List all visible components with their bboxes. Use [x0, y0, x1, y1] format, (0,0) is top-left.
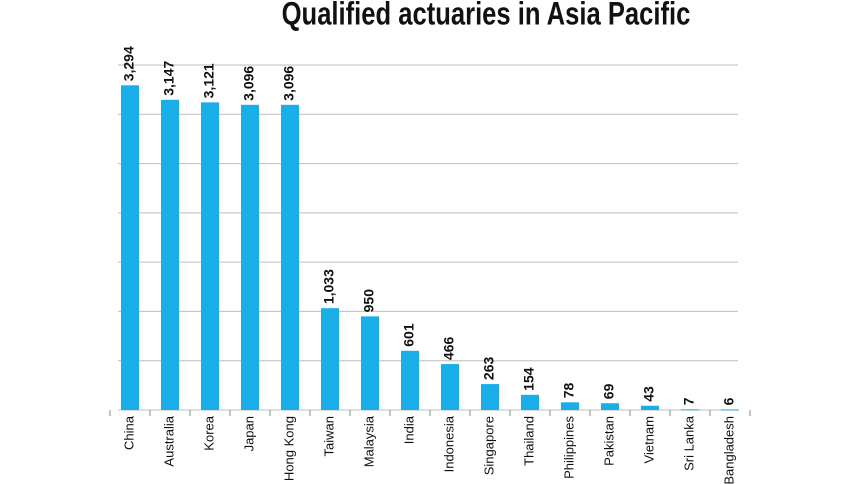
value-label: 7: [681, 397, 697, 405]
value-label: 3,121: [201, 63, 217, 98]
value-label: 3,147: [161, 61, 177, 96]
x-tick-label: Vietnam: [641, 416, 656, 463]
x-tick-label: Philippines: [561, 416, 576, 479]
x-tick-label: Australia: [161, 415, 176, 466]
chart-title: Qualified actuaries in Asia Pacific: [282, 0, 691, 32]
value-label: 3,294: [121, 46, 137, 81]
bar: [361, 316, 379, 410]
value-label: 1,033: [321, 269, 337, 304]
value-label: 69: [601, 383, 617, 399]
x-tick-label: Bangladesh: [721, 416, 736, 484]
value-label: 6: [721, 397, 737, 405]
bar: [641, 405, 659, 410]
x-tick-label: Korea: [201, 415, 216, 450]
value-label: 3,096: [241, 66, 257, 101]
x-tick-label: Hong Kong: [281, 416, 296, 481]
bar: [521, 394, 539, 410]
x-tick-label: Japan: [241, 416, 256, 451]
value-label: 950: [361, 289, 377, 313]
bar: [321, 308, 339, 410]
bar: [561, 402, 579, 410]
value-label: 263: [481, 357, 497, 381]
value-label: 154: [521, 367, 537, 391]
bar: [281, 104, 299, 410]
x-tick-label: India: [401, 415, 416, 444]
value-label: 3,096: [281, 66, 297, 101]
bar: [721, 409, 739, 411]
x-tick-label: Thailand: [521, 416, 536, 466]
x-tick-label: Indonesia: [441, 415, 456, 472]
bar: [121, 85, 139, 410]
value-label: 78: [561, 383, 577, 399]
bar: [401, 350, 419, 410]
bar: [441, 364, 459, 410]
bar: [201, 102, 219, 410]
bar: [481, 384, 499, 410]
x-tick-label: Taiwan: [321, 416, 336, 456]
value-label: 466: [441, 336, 457, 360]
x-tick-label: Pakistan: [601, 416, 616, 466]
x-tick-label: Singapore: [481, 416, 496, 475]
x-tick-label: Sri Lanka: [681, 415, 696, 471]
bar: [161, 99, 179, 410]
bar: [601, 403, 619, 410]
value-label: 601: [401, 323, 417, 347]
value-label: 43: [641, 386, 657, 402]
x-tick-label: China: [121, 415, 136, 450]
bar: [241, 104, 259, 410]
x-tick-label: Malaysia: [361, 415, 376, 467]
bar: [681, 409, 699, 411]
